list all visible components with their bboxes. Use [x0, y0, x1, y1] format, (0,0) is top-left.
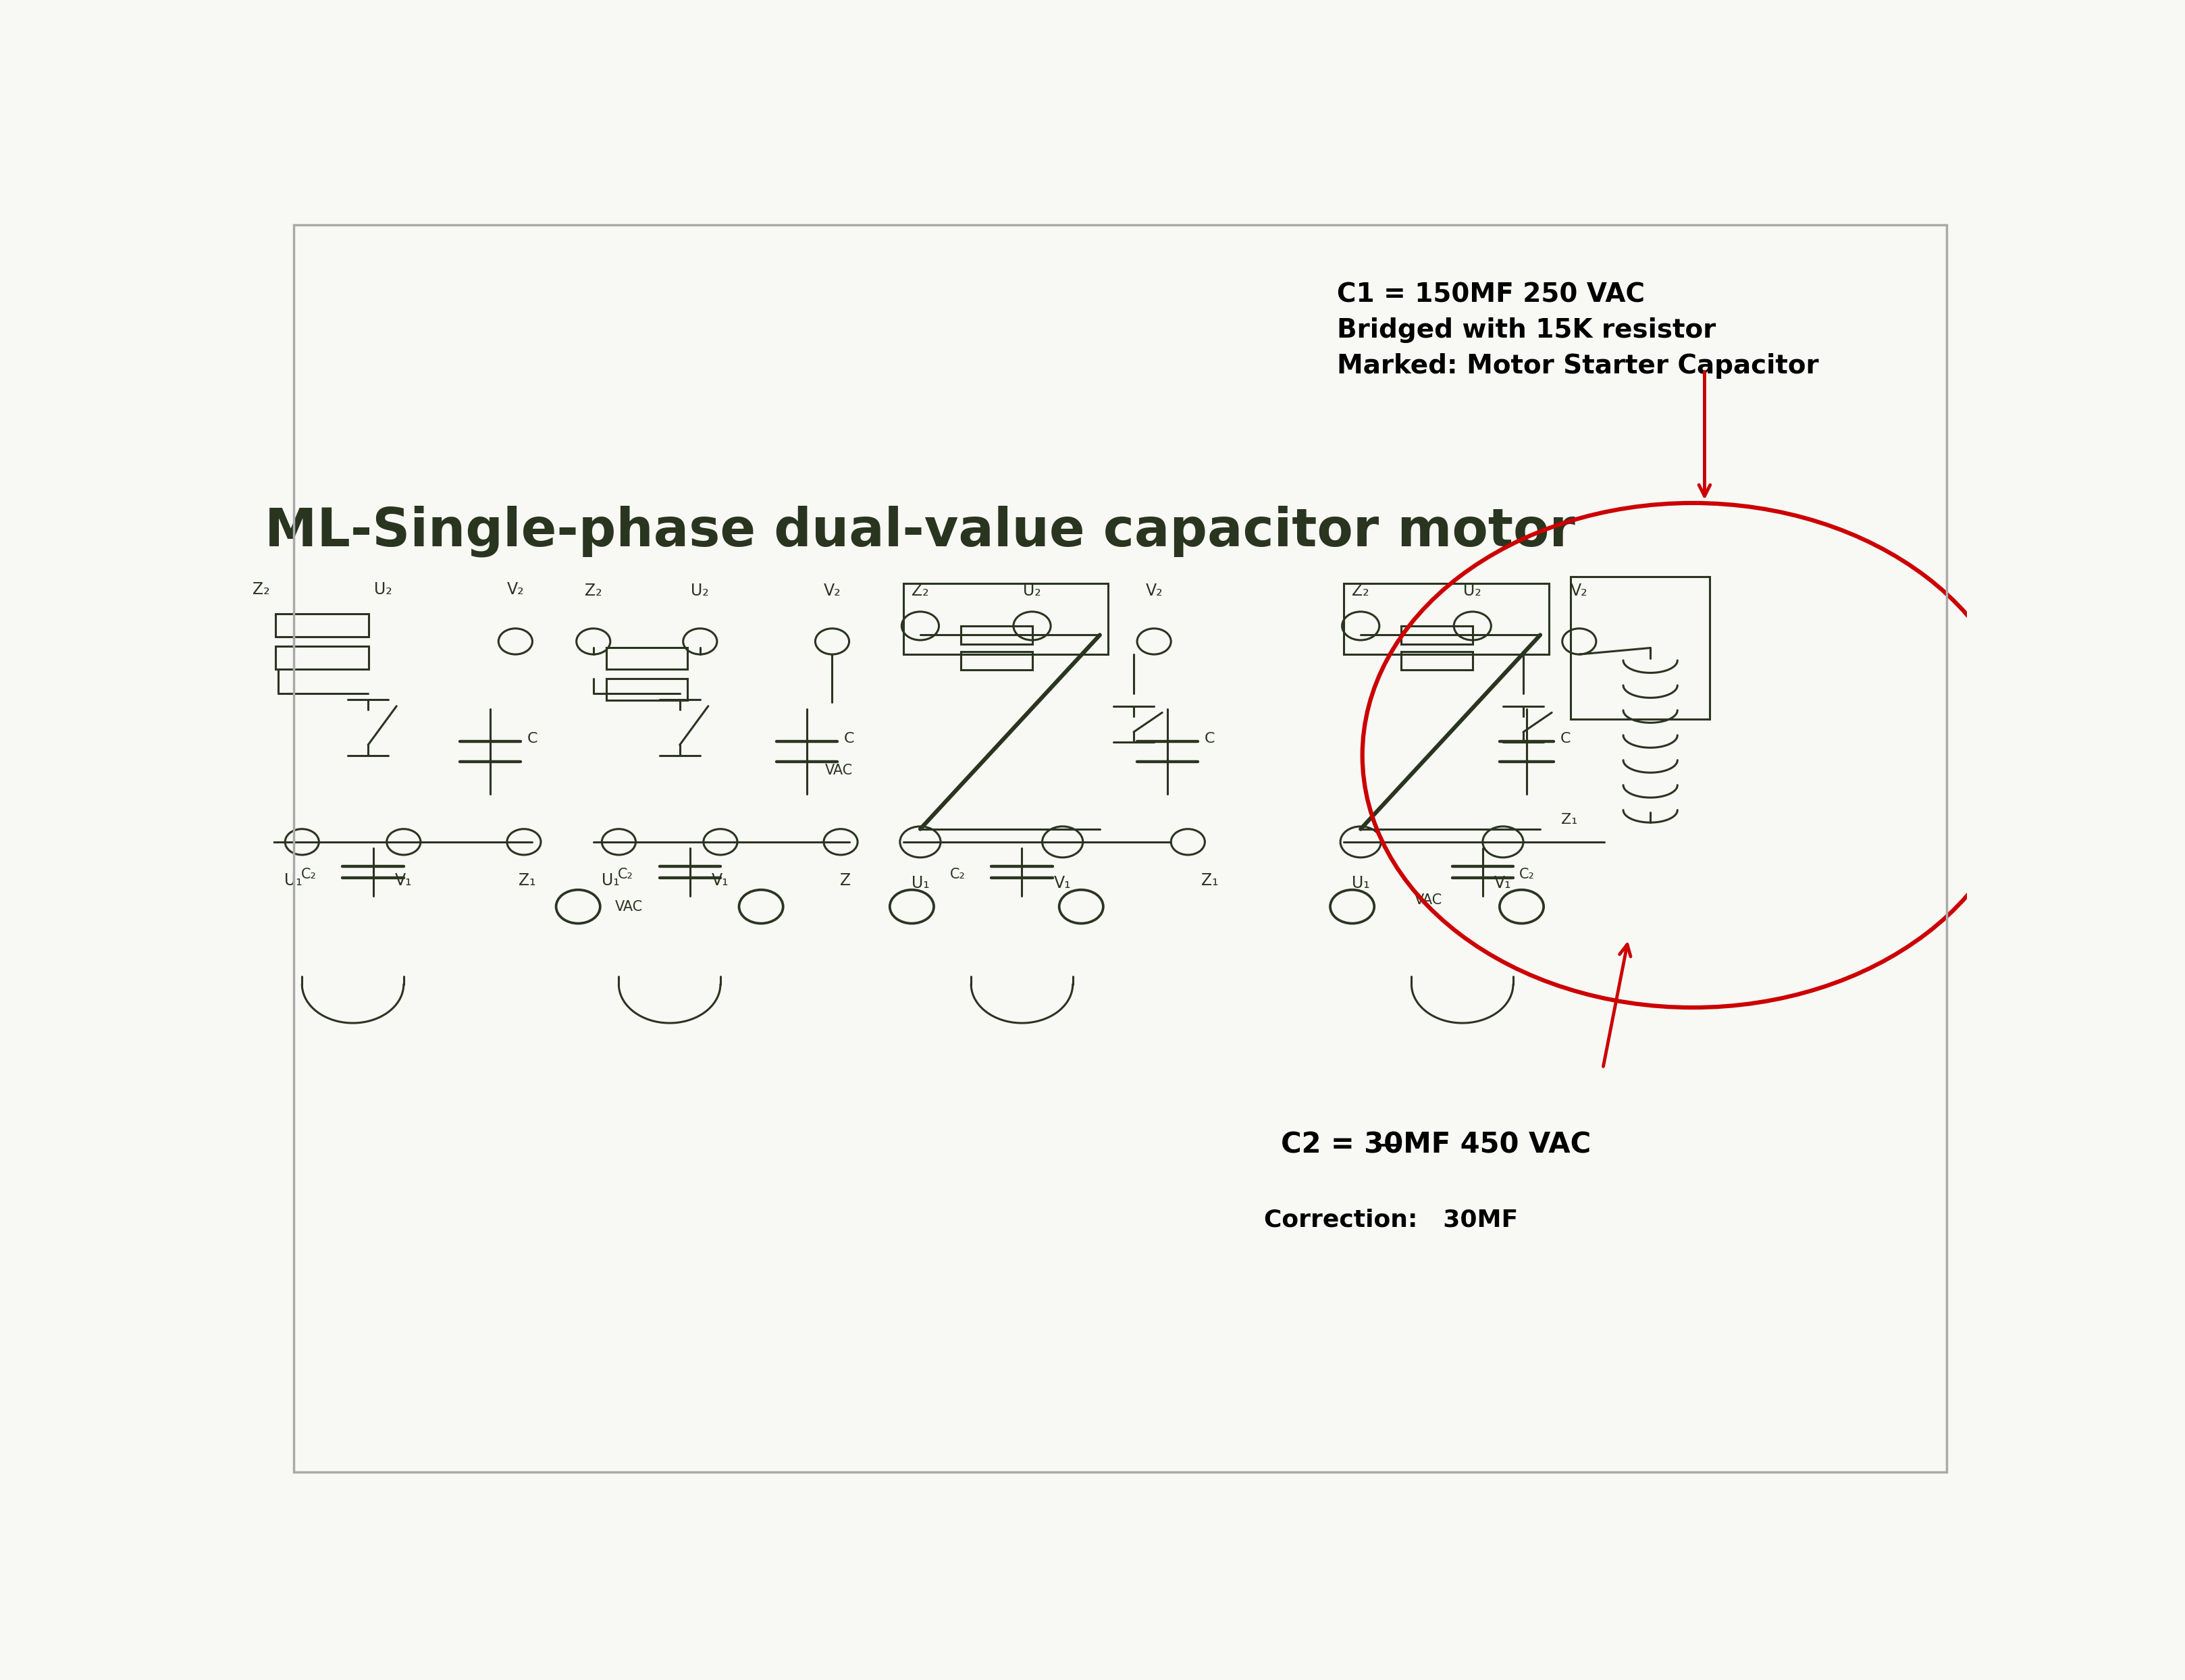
Text: V₂: V₂	[1145, 583, 1162, 600]
Text: VAC: VAC	[824, 764, 852, 778]
Text: ML-Single-phase dual-value capacitor motor: ML-Single-phase dual-value capacitor mot…	[264, 506, 1575, 558]
Text: U₁: U₁	[284, 872, 302, 889]
Text: V₂: V₂	[824, 583, 841, 600]
Text: C₂: C₂	[302, 867, 317, 880]
Text: Z₁: Z₁	[1202, 872, 1219, 889]
Text: C: C	[1204, 732, 1215, 746]
Text: C2 = 30̶MF 450 VAC: C2 = 30̶MF 450 VAC	[1280, 1131, 1591, 1159]
Text: U₁: U₁	[601, 872, 618, 889]
Text: U₂: U₂	[1023, 583, 1040, 600]
Text: Z: Z	[839, 872, 850, 889]
Text: C: C	[843, 732, 854, 746]
Text: V₂: V₂	[507, 581, 524, 598]
Text: Z₁: Z₁	[518, 872, 535, 889]
Text: U₂: U₂	[690, 583, 708, 600]
Text: VAC: VAC	[614, 900, 642, 914]
Text: C₂: C₂	[1519, 867, 1534, 880]
Text: U₁: U₁	[1350, 875, 1370, 892]
Bar	[1571, 576, 1709, 719]
Text: U₂: U₂	[374, 581, 393, 598]
Text: C₂: C₂	[950, 867, 966, 880]
Text: V₁: V₁	[395, 872, 413, 889]
Text: V₂: V₂	[1571, 583, 1586, 600]
Text: Z₂: Z₂	[253, 581, 271, 598]
Text: V₁: V₁	[712, 872, 730, 889]
Bar	[1401, 652, 1473, 670]
Text: C1 = 150MF 250 VAC
Bridged with 15K resistor
Marked: Motor Starter Capacitor: C1 = 150MF 250 VAC Bridged with 15K resi…	[1337, 282, 1818, 380]
Text: C₂: C₂	[618, 867, 634, 880]
Text: Z₂: Z₂	[586, 583, 601, 600]
Text: Z₁: Z₁	[1560, 813, 1578, 827]
Text: Correction:   30MF: Correction: 30MF	[1263, 1208, 1519, 1231]
Bar	[961, 627, 1031, 643]
Bar	[275, 613, 369, 637]
Text: VAC: VAC	[1414, 894, 1442, 907]
Text: Z₂: Z₂	[911, 583, 929, 600]
Text: C: C	[1560, 732, 1571, 746]
Bar	[1344, 583, 1549, 655]
Text: V₁: V₁	[1053, 875, 1071, 892]
Bar	[605, 679, 686, 701]
Text: Z₂: Z₂	[1353, 583, 1370, 600]
Text: U₂: U₂	[1464, 583, 1481, 600]
Text: U₁: U₁	[911, 875, 929, 892]
Bar	[605, 647, 686, 669]
Text: C: C	[527, 732, 538, 746]
Text: V₁: V₁	[1495, 875, 1512, 892]
Bar	[902, 583, 1108, 655]
Bar	[961, 652, 1031, 670]
Bar	[275, 645, 369, 669]
Bar	[1401, 627, 1473, 643]
